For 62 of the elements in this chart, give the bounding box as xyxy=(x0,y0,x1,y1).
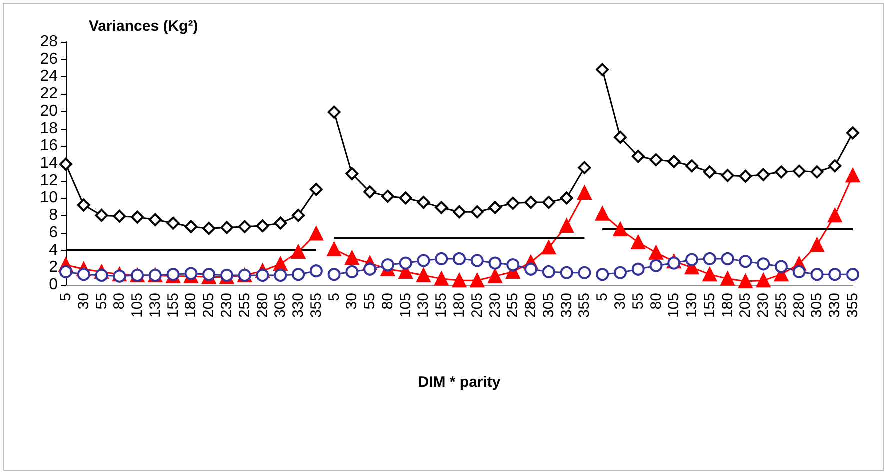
x-tick-label: 180 xyxy=(182,293,200,318)
y-tick-label: 26 xyxy=(40,50,58,68)
x-tick-label: 280 xyxy=(790,293,808,318)
y-tick-label: 18 xyxy=(40,120,58,138)
y-tick-label: 6 xyxy=(49,224,58,242)
x-tick-label: 255 xyxy=(504,293,522,318)
x-tick-label: 305 xyxy=(808,293,826,318)
x-tick-label: 230 xyxy=(486,293,504,318)
x-tick-label: 105 xyxy=(129,293,146,318)
y-tick-label: 4 xyxy=(49,242,58,259)
x-tick-label: 5 xyxy=(594,293,612,302)
x-tick-label: 205 xyxy=(200,293,218,318)
x-tick-label: 155 xyxy=(433,293,450,318)
x-tick-label: 180 xyxy=(451,293,468,318)
x-tick-label: 330 xyxy=(826,293,844,318)
x-tick-label: 255 xyxy=(772,293,790,318)
x-tick-label: 355 xyxy=(844,293,862,318)
y-tick-label: 10 xyxy=(40,190,58,207)
x-tick-label: 305 xyxy=(272,293,290,318)
x-tick-label: 205 xyxy=(468,293,486,318)
y-tick-label: 8 xyxy=(49,207,58,224)
x-tick-label: 5 xyxy=(58,293,74,302)
y-tick-label: 2 xyxy=(49,259,58,276)
x-axis-title: DIM * parity xyxy=(418,374,502,391)
y-tick-label: 20 xyxy=(40,102,58,120)
x-tick-label: 180 xyxy=(719,293,736,318)
x-tick-label: 105 xyxy=(666,293,683,318)
x-tick-label: 30 xyxy=(344,293,361,310)
x-tick-label: 80 xyxy=(648,293,665,310)
x-tick-label: 230 xyxy=(755,293,772,318)
x-tick-label: 55 xyxy=(93,293,110,310)
x-tick-label: 80 xyxy=(379,293,396,310)
x-tick-label: 130 xyxy=(146,293,164,318)
x-tick-label: 280 xyxy=(522,293,540,318)
x-tick-label: 130 xyxy=(415,293,432,318)
x-tick-label: 280 xyxy=(254,293,272,318)
x-tick-label: 30 xyxy=(75,293,92,310)
x-tick-label: 155 xyxy=(701,293,718,318)
x-tick-label: 155 xyxy=(164,293,182,318)
x-tick-label: 355 xyxy=(308,293,325,318)
x-tick-label: 55 xyxy=(362,293,379,310)
y-tick-label: 0 xyxy=(49,276,58,294)
chart-title: Variances (Kg²) xyxy=(89,18,198,35)
x-tick-label: 355 xyxy=(576,293,594,318)
y-tick-label: 14 xyxy=(40,155,58,172)
x-tick-label: 230 xyxy=(218,293,236,318)
y-tick-label: 22 xyxy=(40,86,58,103)
x-tick-label: 130 xyxy=(684,293,701,318)
y-tick-label: 28 xyxy=(40,34,58,50)
x-tick-label: 5 xyxy=(326,293,343,302)
x-tick-label: 330 xyxy=(290,293,308,318)
x-tick-label: 105 xyxy=(397,293,414,318)
x-tick-label: 55 xyxy=(630,293,647,310)
y-tick-label: 24 xyxy=(40,68,58,86)
x-tick-label: 205 xyxy=(737,293,754,318)
y-tick-label: 16 xyxy=(40,138,58,155)
x-tick-label: 255 xyxy=(236,293,254,318)
x-tick-label: 80 xyxy=(111,293,128,310)
x-tick-label: 305 xyxy=(540,293,558,318)
x-tick-label: 330 xyxy=(558,293,576,318)
x-tick-label: 30 xyxy=(612,293,629,310)
y-tick-label: 12 xyxy=(40,172,58,190)
